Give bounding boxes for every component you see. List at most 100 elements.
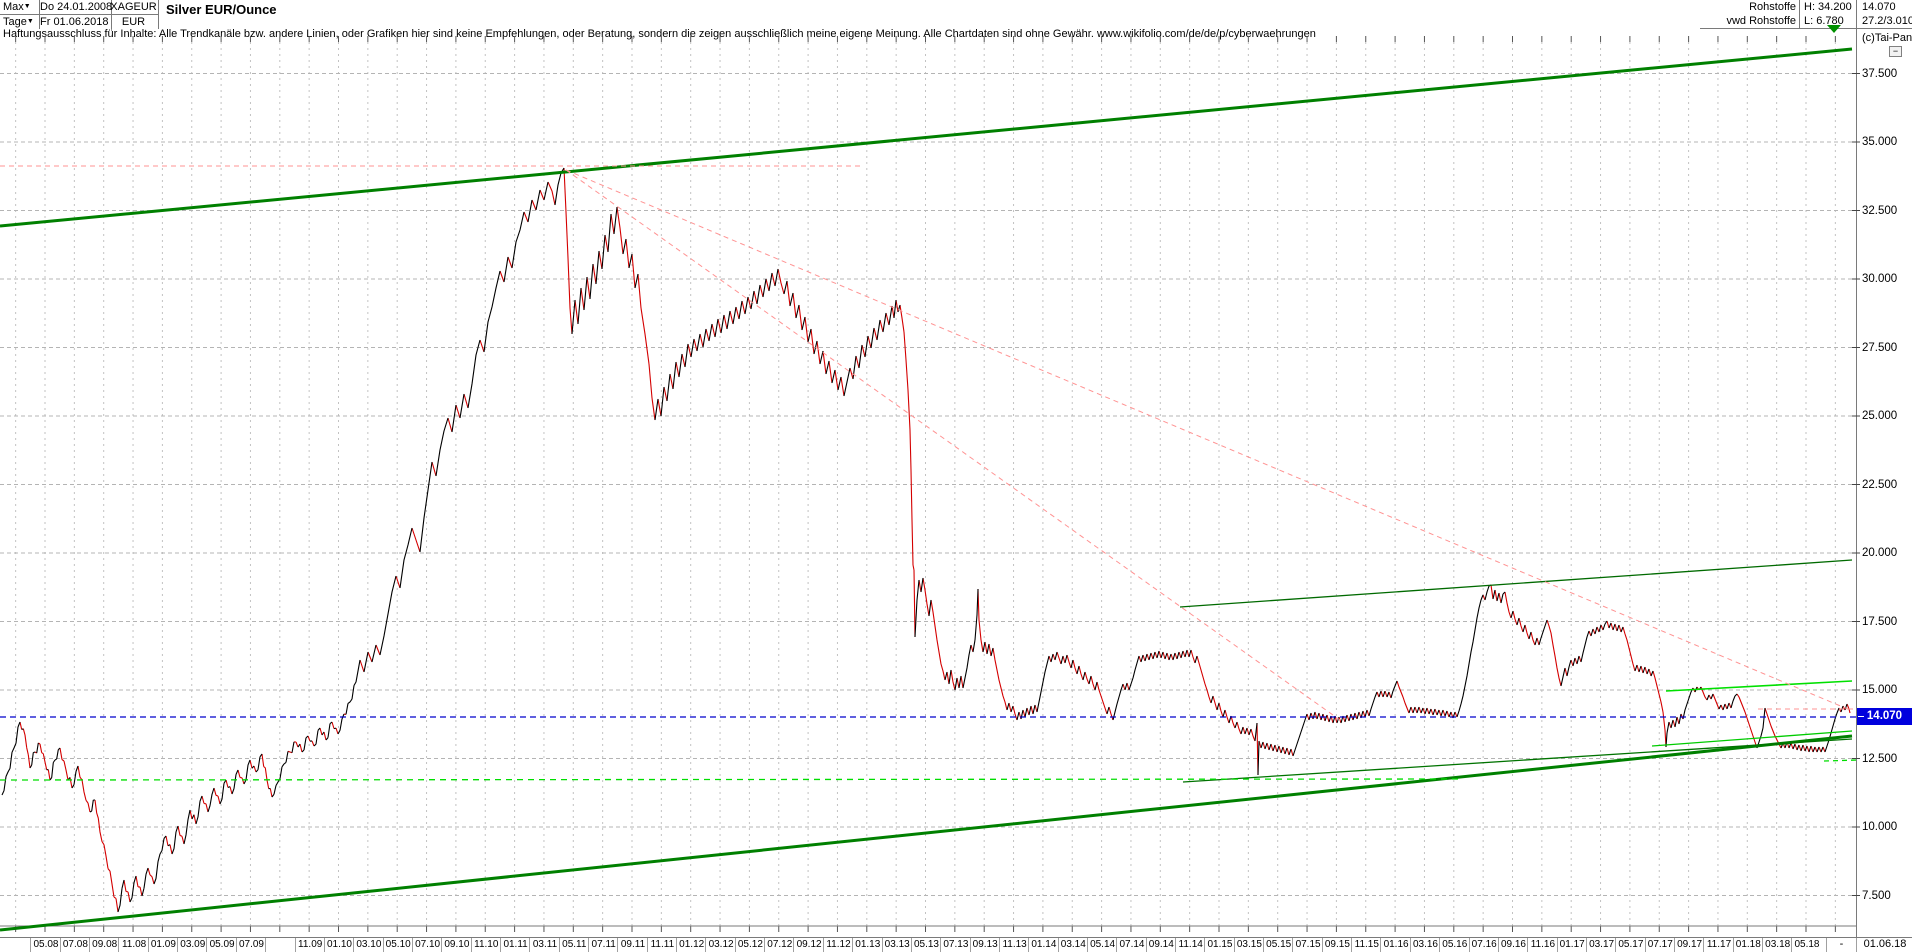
price-axis-label: 7.500 [1862, 889, 1891, 902]
support-line-thin [1182, 738, 1853, 783]
trendline-end-marker [1827, 25, 1841, 33]
x-axis-label: 11.16 [1527, 938, 1557, 952]
to-date-field[interactable]: Fr 01.06.2018 [37, 14, 112, 29]
chevron-down-icon: ▼ [23, 3, 31, 10]
x-axis-label: 11.14 [1175, 938, 1205, 952]
currency-label: EUR [109, 14, 159, 29]
support-line-bright [1651, 730, 1853, 747]
price-axis-label: 12.500 [1862, 752, 1898, 765]
x-axis-label: 01.15 [1204, 938, 1234, 952]
x-axis-label: 05.15 [1263, 938, 1293, 952]
x-axis-label: 03.18 [1762, 938, 1792, 952]
period-dropdown[interactable]: Max▼ [0, 0, 40, 14]
price-series-down [19, 167, 1851, 913]
price-series-up [1, 167, 1848, 913]
price-axis-label: 22.500 [1862, 478, 1898, 491]
x-axis-label: 05.12 [734, 938, 765, 952]
divider [1799, 0, 1800, 28]
x-axis-label: 11.11 [646, 938, 677, 952]
price-axis-label: 35.000 [1862, 136, 1898, 148]
price-axis-label: 30.000 [1862, 273, 1898, 285]
current-price-tag: 14.070 [1857, 708, 1912, 725]
x-axis-label: 01.16 [1380, 938, 1410, 952]
x-axis-label: 11.08 [118, 938, 148, 952]
x-axis-label: 11.09 [294, 938, 325, 952]
last-price-value: 14.070 [1862, 1, 1896, 13]
x-axis-label: 05.17 [1615, 938, 1645, 952]
x-axis-label: 03.11 [529, 938, 559, 952]
x-axis-label: 05.10 [382, 938, 413, 952]
price-axis-label: 37.500 [1862, 67, 1898, 80]
fan-line-shallow [565, 169, 1851, 711]
chevron-down-icon: ▼ [26, 18, 34, 25]
x-axis-label: 09.15 [1321, 938, 1352, 952]
x-axis-label: 07.10 [411, 938, 442, 952]
x-axis-top-border [0, 937, 1912, 938]
x-axis-label: 01.11 [499, 938, 530, 952]
x-axis-label: 11.13 [998, 938, 1029, 952]
price-axis-label: 10.000 [1862, 821, 1898, 833]
high-value: H: 34.200 [1804, 1, 1852, 13]
x-axis-label: 11.15 [1351, 938, 1381, 952]
from-date-field[interactable]: Do 24.01.2008 [37, 0, 112, 14]
price-axis-label: 20.000 [1862, 547, 1898, 559]
edge-dashed-support [1823, 759, 1859, 762]
x-axis-label: 09.08 [89, 938, 119, 952]
chart-plot[interactable] [0, 0, 1860, 952]
change-value: 27.2/3.010 [1862, 15, 1912, 27]
end-date-label: 01.06.18 [1863, 938, 1907, 950]
x-axis-label: 05.14 [1086, 938, 1117, 952]
fan-line-steep [565, 169, 1341, 721]
scroll-minus-button[interactable]: - [1826, 938, 1857, 952]
price-axis-label: 15.000 [1862, 684, 1898, 696]
x-axis-label: 01.18 [1732, 938, 1763, 952]
x-axis-label: 05.09 [206, 938, 236, 952]
x-axis-label: 09.13 [969, 938, 1000, 952]
minimize-button[interactable]: − [1889, 46, 1902, 57]
x-axis-label: 07.17 [1644, 938, 1675, 952]
x-axis-label: 03.10 [353, 938, 383, 952]
x-axis-label: 03.13 [881, 938, 912, 952]
axis-divider [1856, 0, 1857, 952]
x-axis-label: 03.12 [705, 938, 735, 952]
lower-channel-line [0, 734, 1853, 932]
x-axis-label: 09.17 [1673, 938, 1704, 952]
x-axis-label: 09.10 [441, 938, 471, 952]
x-axis-label: 11.10 [470, 938, 501, 952]
price-axis-label: 32.500 [1862, 204, 1898, 217]
long-dashed-support [0, 778, 1459, 781]
x-axis-label: 07.13 [940, 938, 970, 952]
interval-dropdown[interactable]: Tage▼ [0, 14, 40, 29]
resistance-line-2016 [1179, 559, 1853, 608]
x-axis-label: 07.09 [235, 938, 266, 952]
x-axis-label: 01.17 [1556, 938, 1587, 952]
x-axis-label: 07.12 [764, 938, 794, 952]
x-axis-label: 01.10 [323, 938, 354, 952]
x-axis-label: 03.09 [177, 938, 207, 952]
price-axis-label: 27.500 [1862, 341, 1898, 354]
x-axis-label: 05.11 [558, 938, 589, 952]
x-axis-label: 07.14 [1116, 938, 1146, 952]
x-axis-label: 09.12 [793, 938, 823, 952]
x-axis-label: 03.15 [1233, 938, 1264, 952]
symbol-label: XAGEUR [109, 0, 159, 14]
price-axis-label: 17.500 [1862, 615, 1898, 628]
x-axis-label: 01.12 [676, 938, 706, 952]
x-axis-label: 09.11 [617, 938, 647, 952]
chart-title: Silver EUR/Ounce [166, 2, 277, 17]
x-axis-label: 11.17 [1703, 938, 1733, 952]
x-axis-label: 07.15 [1292, 938, 1322, 952]
x-axis-label: 07.11 [588, 938, 618, 952]
low-value: L: 6.780 [1804, 15, 1844, 27]
price-pointer-tick [1858, 716, 1864, 717]
x-axis-label: 05.18 [1791, 938, 1821, 952]
x-axis-label: 01.13 [852, 938, 882, 952]
x-axis-label: 05.13 [910, 938, 941, 952]
x-axis-label: 03.14 [1057, 938, 1088, 952]
x-axis-label: 09.14 [1145, 938, 1176, 952]
x-axis-label: 05.08 [30, 938, 60, 952]
x-axis-label: 07.08 [59, 938, 90, 952]
x-axis-label: 07.16 [1468, 938, 1499, 952]
